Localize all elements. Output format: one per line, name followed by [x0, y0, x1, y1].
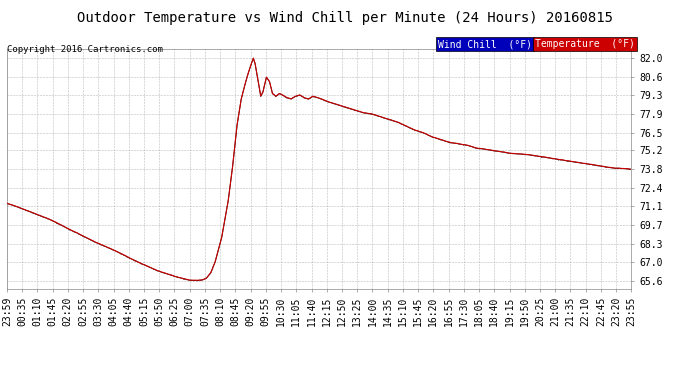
Text: Temperature  (°F): Temperature (°F) [535, 39, 635, 50]
Text: Copyright 2016 Cartronics.com: Copyright 2016 Cartronics.com [7, 45, 163, 54]
Text: Wind Chill  (°F): Wind Chill (°F) [438, 39, 532, 50]
Text: Outdoor Temperature vs Wind Chill per Minute (24 Hours) 20160815: Outdoor Temperature vs Wind Chill per Mi… [77, 11, 613, 25]
